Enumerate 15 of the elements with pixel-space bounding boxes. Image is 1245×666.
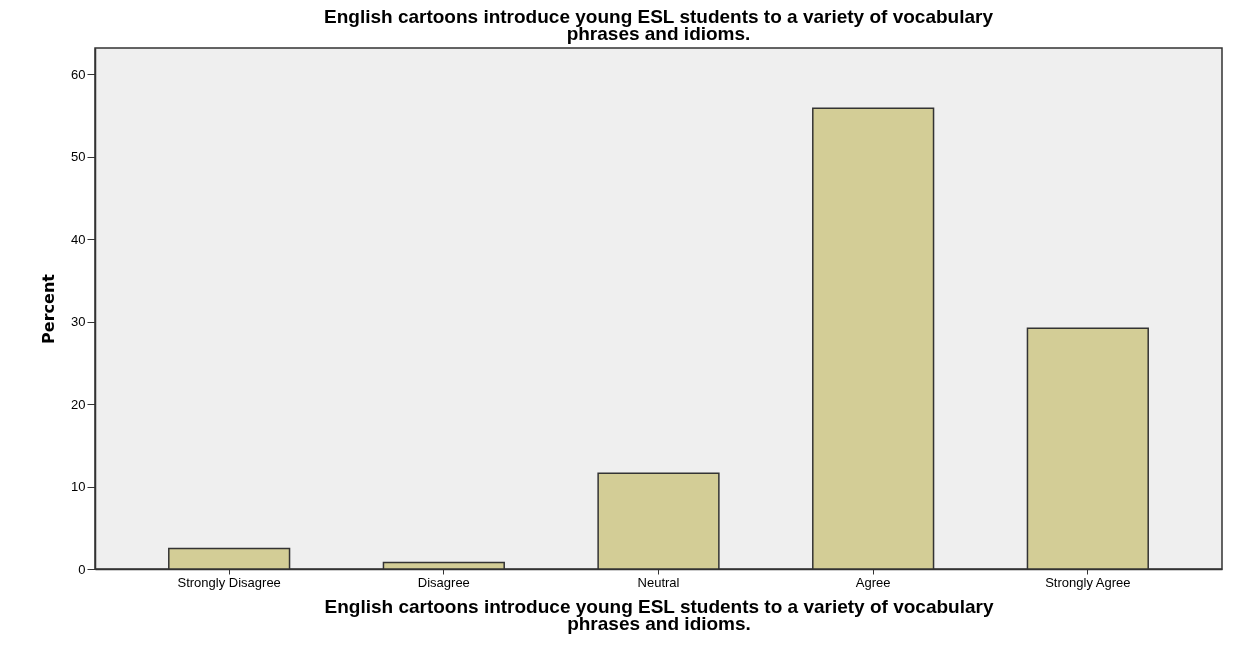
x-tick-label: Strongly Agree <box>1045 574 1131 590</box>
x-tick-label: Strongly Disagree <box>177 574 281 590</box>
y-tick-label: 10 <box>71 479 86 495</box>
y-tick-label: 60 <box>71 66 86 82</box>
y-tick-label: 50 <box>71 149 86 165</box>
y-tick-label: 20 <box>71 396 86 412</box>
chart-title: English cartoons introduce young ESL students to a variety of vocabulary phrases and idioms. <box>324 6 994 44</box>
x-axis-title: English cartoons introduce young ESL students to a variety of vocabulary phrases and idioms. <box>324 595 994 634</box>
y-axis-title: Percent <box>39 273 59 344</box>
x-tick-label: Neutral <box>637 574 680 590</box>
y-tick-label: 40 <box>71 231 86 247</box>
x-tick-label: Agree <box>855 574 891 590</box>
x-tick-label: Disagree <box>417 574 470 590</box>
y-tick-label: 30 <box>71 314 86 330</box>
y-tick-label: 0 <box>78 561 86 577</box>
